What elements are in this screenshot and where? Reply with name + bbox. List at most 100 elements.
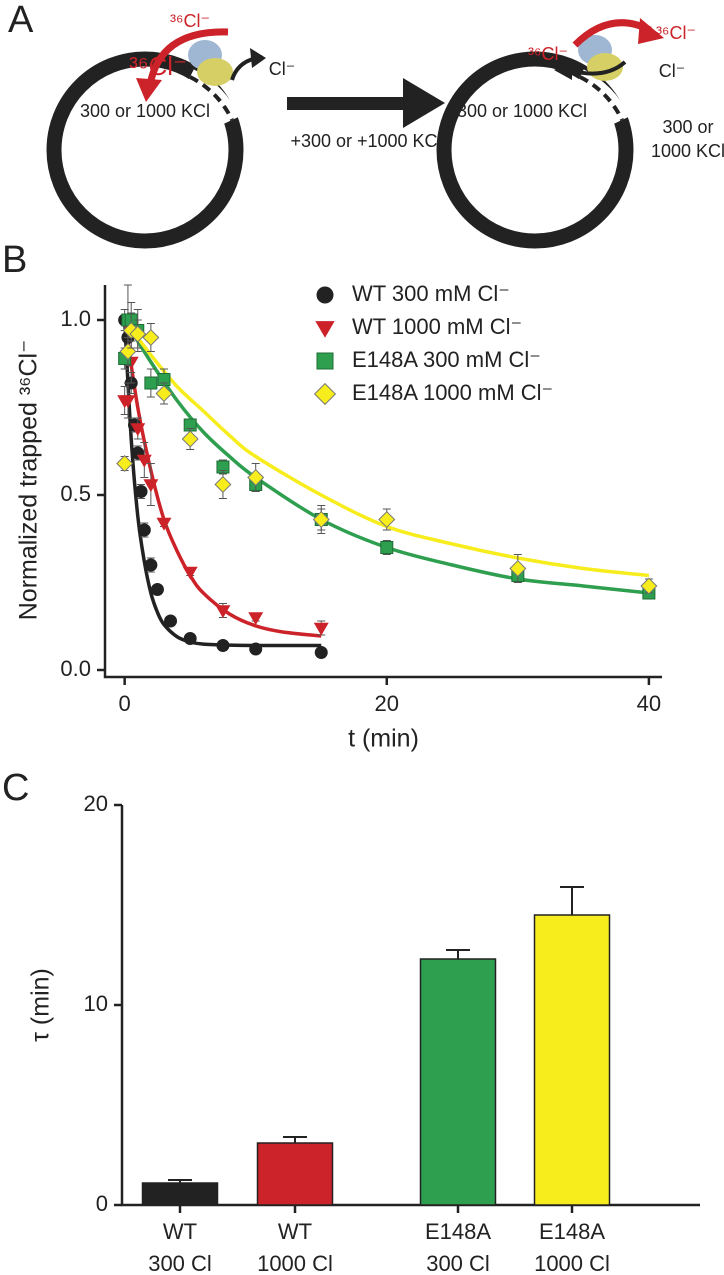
x-tick-label: 40 <box>637 691 661 716</box>
x-tick-label: E148A <box>539 1219 605 1244</box>
marker <box>116 454 134 473</box>
y-axis-label: τ (min) <box>27 968 55 1042</box>
diagram-label: 300 or <box>662 117 713 137</box>
legend-label: WT 300 mM Cl⁻ <box>352 281 510 306</box>
arrowhead <box>554 60 572 80</box>
legend-label: E148A 1000 mM Cl⁻ <box>352 380 553 405</box>
x-tick-label: 20 <box>375 691 399 716</box>
marker <box>315 321 335 338</box>
axis <box>120 805 700 1207</box>
arrowhead <box>638 18 664 44</box>
x-tick-label: E148A <box>425 1219 491 1244</box>
marker <box>214 475 232 494</box>
marker <box>312 510 330 529</box>
x-tick-label: 1000 Cl <box>534 1251 610 1275</box>
x-axis-label: t (min) <box>348 725 419 753</box>
marker <box>313 382 337 406</box>
bar <box>533 914 611 1206</box>
diagram-label: +300 or +1000 KCl <box>290 131 441 151</box>
y-tick-label: 0 <box>96 1191 108 1216</box>
y-tick-label: 10 <box>84 991 108 1016</box>
marker <box>137 523 151 537</box>
diagram-label: ³⁶Cl⁻ <box>656 23 696 43</box>
diagram-label: 1000 KCl <box>651 141 724 161</box>
error-bar <box>560 886 584 915</box>
y-tick-label: 0.5 <box>60 481 91 506</box>
panel-label: B <box>2 239 27 281</box>
marker <box>150 583 164 596</box>
x-tick-label: 300 Cl <box>148 1251 212 1275</box>
fit-line <box>123 319 650 595</box>
x-tick-label: WT <box>278 1219 312 1244</box>
marker <box>156 517 172 531</box>
y-axis-label: Normalized trapped ³⁶Cl⁻ <box>15 340 43 621</box>
y-tick-label: 20 <box>84 791 108 816</box>
marker <box>136 454 152 468</box>
marker <box>143 479 159 493</box>
marker <box>509 559 527 578</box>
protein <box>197 58 233 86</box>
big-arrow-head <box>403 78 445 128</box>
bar <box>141 1182 219 1206</box>
marker <box>120 395 136 409</box>
marker <box>248 612 264 626</box>
diagram-label: ³⁶Cl⁻ <box>170 11 210 31</box>
fit-line <box>123 318 650 578</box>
membrane-dash <box>189 75 234 121</box>
panel-label: A <box>8 0 34 41</box>
marker <box>144 558 158 572</box>
marker <box>181 430 199 448</box>
marker <box>144 376 158 390</box>
marker <box>183 632 197 645</box>
big-arrow <box>287 97 405 110</box>
arrowhead <box>136 78 162 102</box>
y-tick-label: 0.0 <box>60 656 91 681</box>
vesicle <box>436 51 634 249</box>
marker <box>142 328 160 347</box>
diagram-label: ³⁶Cl⁻ <box>528 44 568 64</box>
marker <box>380 541 394 554</box>
bar <box>256 1142 334 1206</box>
diagram-label: ³⁶Cl⁻ <box>129 51 187 81</box>
axis <box>103 285 662 679</box>
marker <box>129 325 147 343</box>
diagram-label: Cl⁻ <box>659 61 686 81</box>
y-tick-label: 1.0 <box>60 306 91 331</box>
marker <box>247 468 265 487</box>
x-tick-label: 300 Cl <box>426 1251 490 1275</box>
error-bar <box>446 949 470 959</box>
marker <box>316 352 334 370</box>
legend-label: E148A 300 mM Cl⁻ <box>352 347 541 372</box>
diagram-label: 300 or 1000 KCl <box>457 101 587 121</box>
marker <box>134 485 148 498</box>
marker <box>155 384 173 403</box>
membrane-dash <box>579 75 624 121</box>
marker <box>130 423 146 437</box>
bar <box>419 958 497 1206</box>
fit-line <box>122 319 322 648</box>
marker <box>215 605 231 619</box>
vesicle <box>46 51 244 249</box>
marker <box>640 577 658 595</box>
diagram-label: Cl⁻ <box>269 59 296 79</box>
marker <box>378 510 396 529</box>
marker <box>182 566 198 580</box>
arrow <box>146 28 229 86</box>
marker <box>313 622 329 636</box>
diagram: ³⁶Cl⁻ ³⁶Cl⁻ Cl⁻ 300 or 1000 KCl +300 or … <box>46 11 724 249</box>
arrow <box>567 60 627 76</box>
marker <box>164 614 178 628</box>
x-tick-label: 1000 Cl <box>257 1251 333 1275</box>
marker <box>119 342 137 361</box>
legend-label: WT 1000 mM Cl⁻ <box>352 314 522 339</box>
error-bar <box>283 1136 307 1143</box>
arrowhead <box>250 48 266 68</box>
diagram-label: 300 or 1000 KCl <box>80 101 210 121</box>
x-tick-label: 0 <box>119 691 131 716</box>
marker <box>316 286 334 304</box>
marker <box>216 639 230 652</box>
x-tick-label: WT <box>163 1219 197 1244</box>
marker <box>314 646 328 659</box>
marker <box>249 642 263 656</box>
